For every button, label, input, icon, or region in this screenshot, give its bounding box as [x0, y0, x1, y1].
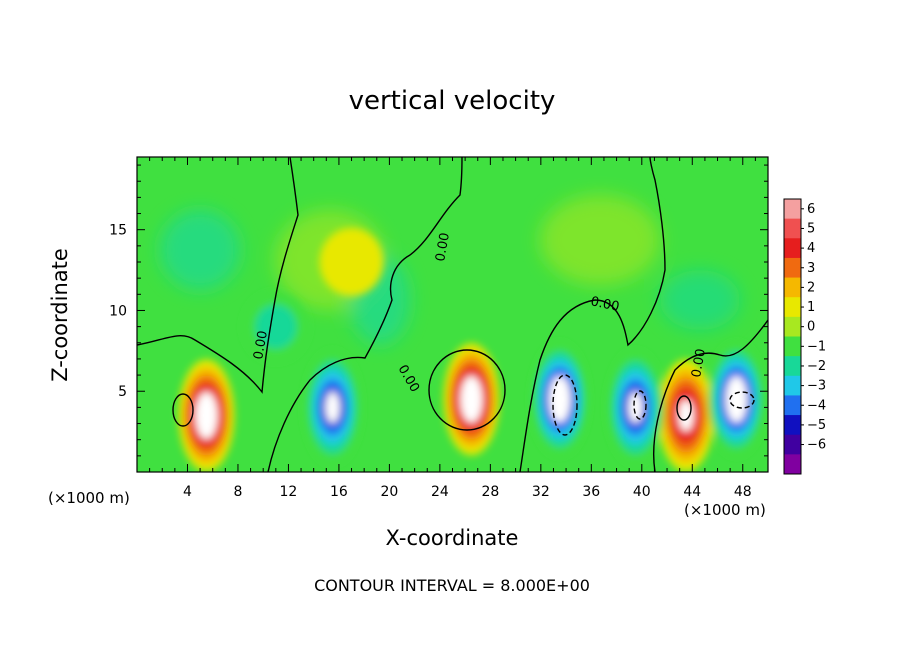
y-tick-label: 15: [109, 223, 127, 239]
x-tick-label: 40: [633, 484, 651, 500]
y-tick-label: 5: [118, 384, 127, 400]
updraft-cell: [178, 359, 235, 472]
x-tick-label: 28: [481, 484, 499, 500]
x-unit-label-left: (×1000 m): [48, 489, 130, 507]
updraft-cell: [443, 343, 500, 456]
x-axis-label: X-coordinate: [385, 526, 519, 550]
colorbar-label: 2: [807, 280, 815, 295]
downdraft-cell: [607, 351, 664, 464]
heatmap-field: [137, 157, 768, 472]
colorbar-swatch: [784, 395, 801, 416]
x-tick-label: 44: [683, 484, 701, 500]
downdraft-cell: [708, 343, 765, 456]
colorbar-swatch: [784, 297, 801, 318]
colorbar-swatch: [784, 257, 801, 279]
colorbar-swatch: [784, 434, 801, 455]
colorbar-label: −2: [807, 359, 826, 374]
colorbar-label: −4: [807, 398, 826, 413]
contour-interval-note: CONTOUR INTERVAL = 8.000E+00: [314, 576, 590, 595]
colorbar-swatch: [784, 316, 801, 337]
colorbar-swatch: [784, 415, 801, 436]
contour-label: 0.00: [251, 330, 271, 361]
colorbar-swatch: [784, 375, 801, 396]
x-tick-label: 48: [734, 484, 752, 500]
colorbar-label: −6: [807, 438, 826, 453]
x-tick-label: 36: [582, 484, 600, 500]
x-tick-label: 12: [280, 484, 298, 500]
x-tick-label: 4: [183, 484, 192, 500]
colorbar-label: 6: [807, 202, 815, 217]
weak-updraft-cell: [319, 228, 384, 296]
y-tick-label: 10: [109, 303, 127, 319]
colorbar-label: −3: [807, 379, 826, 394]
x-tick-label: 16: [330, 484, 348, 500]
colorbar-swatch: [784, 218, 801, 239]
contour-label: 0.00: [433, 232, 453, 263]
weak-downdraft-cell: [243, 292, 308, 361]
contour-label: 0.00: [589, 294, 620, 315]
colorbar-swatch: [784, 356, 801, 377]
colorbar-label: 4: [807, 241, 815, 256]
x-tick-label: 20: [380, 484, 398, 500]
colorbar-label: 5: [807, 221, 815, 236]
colorbar-label: 1: [807, 300, 815, 315]
colorbar: 6 5 4 3 2 1 0 −1 −2 −3 −4 −5 −6: [783, 198, 826, 475]
contour-label: 0.00: [689, 348, 709, 379]
colorbar-frame: [783, 198, 802, 475]
downdraft-cell: [304, 351, 361, 464]
colorbar-label: 0: [807, 320, 815, 335]
x-tick-label: 32: [532, 484, 550, 500]
x-tick-label: 8: [233, 484, 242, 500]
colorbar-label: 3: [807, 261, 815, 276]
colorbar-label: −5: [807, 418, 826, 433]
colorbar-swatch: [784, 336, 801, 357]
colorbar-swatch: [784, 238, 801, 259]
colorbar-swatch: [784, 454, 801, 475]
colorbar-swatch: [784, 277, 801, 298]
updraft-cell: [657, 359, 714, 472]
colorbar-label: −1: [807, 339, 826, 354]
contour-lines: [137, 157, 768, 472]
chart-title: vertical velocity: [348, 86, 556, 116]
x-unit-label-right: (×1000 m): [684, 501, 766, 519]
colorbar-swatch: [784, 199, 801, 220]
x-tick-label: 24: [431, 484, 449, 500]
